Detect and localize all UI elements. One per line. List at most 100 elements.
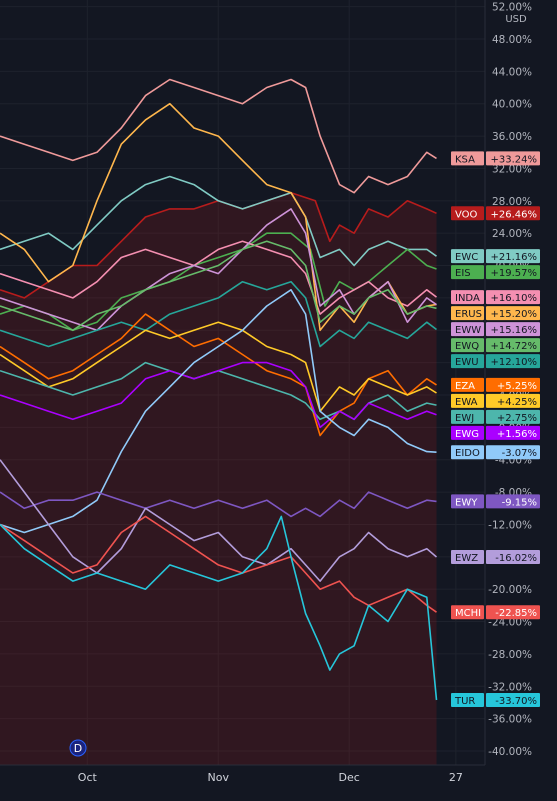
value-tag-text: +5.25% [497, 381, 537, 392]
value-tag-bg [486, 338, 540, 353]
x-axis-layer: Oct Nov Dec 27 [78, 771, 463, 784]
symbol-tag-bg [451, 693, 484, 708]
series-label-ewj[interactable]: EWJ +2.75% [451, 409, 540, 424]
y-tick-label: -32.00% [488, 681, 532, 693]
value-tag-bg [486, 265, 540, 280]
value-tag-text: +1.56% [497, 429, 537, 440]
series-label-ewa[interactable]: EWA +4.25% [451, 393, 540, 408]
series-line-ksa[interactable] [0, 78, 437, 194]
series-line-eww[interactable] [0, 208, 437, 332]
value-tag-bg [486, 206, 540, 221]
symbol-tag-text: EWC [455, 252, 478, 263]
series-label-eis[interactable]: EIS +19.57% [451, 265, 540, 280]
symbol-tag-text: EWJ [455, 413, 474, 424]
symbol-tag-bg [451, 322, 484, 337]
y-tick-label: -24.00% [488, 617, 532, 629]
y-tick-label: 52.00% [492, 2, 532, 14]
series-label-ewg[interactable]: EWG +1.56% [451, 425, 540, 440]
value-tag-bg [486, 425, 540, 440]
series-label-mchi[interactable]: MCHI -22.85% [451, 605, 540, 620]
symbol-tag-text: EWG [455, 429, 479, 440]
y-tick-label: 48.00% [492, 34, 532, 46]
x-tick-label-nov: Nov [208, 771, 230, 784]
symbol-tag-bg [451, 151, 484, 166]
symbol-tag-bg [451, 377, 484, 392]
symbol-tag-bg [451, 494, 484, 509]
series-line-ewg[interactable] [0, 361, 437, 429]
series-label-ewz[interactable]: EWZ -16.02% [451, 549, 540, 564]
symbol-tag-bg [451, 354, 484, 369]
series-line-eido[interactable] [0, 288, 437, 534]
value-tag-text: +33.24% [490, 154, 537, 165]
value-tag-text: +19.57% [490, 268, 537, 279]
series-line-ewj[interactable] [0, 361, 437, 421]
symbol-tag-text: EIS [455, 268, 471, 279]
value-tag-bg [486, 393, 540, 408]
symbol-tag-bg [451, 338, 484, 353]
series-line-ewq[interactable] [0, 240, 437, 332]
series-label-tur[interactable]: TUR -33.70% [451, 693, 540, 708]
symbol-tag-text: EWZ [455, 553, 478, 564]
symbol-tag-text: KSA [455, 154, 475, 165]
value-tag-bg [486, 494, 540, 509]
series-line-ewy[interactable] [0, 491, 437, 518]
series-line-tur[interactable] [0, 515, 438, 701]
value-tag-bg [486, 354, 540, 369]
series-label-erus[interactable]: ERUS +15.20% [451, 306, 540, 321]
y-tick-label: -28.00% [488, 649, 532, 661]
value-tag-text: +2.75% [497, 413, 537, 424]
dividends-marker-label: D [74, 742, 82, 755]
series-label-ksa[interactable]: KSA +33.24% [451, 151, 540, 166]
dividends-marker-circle [69, 739, 87, 757]
value-tag-bg [486, 445, 540, 460]
symbol-tag-text: EIDO [455, 448, 480, 459]
series-label-eido[interactable]: EIDO -3.07% [451, 445, 540, 460]
value-tag-text: +4.25% [497, 397, 537, 408]
symbol-tag-bg [451, 249, 484, 264]
y-tick-label: 40.00% [492, 99, 532, 111]
series-line-ewc[interactable] [0, 175, 437, 267]
symbol-tag-bg [451, 393, 484, 408]
y-tick-label: -20.00% [488, 584, 532, 596]
series-label-inda[interactable]: INDA +16.10% [451, 290, 540, 305]
series-label-ewq[interactable]: EWQ +14.72% [451, 338, 540, 353]
y-tick-label: 28.00% [492, 196, 532, 208]
value-tag-text: -3.07% [502, 448, 537, 459]
value-tag-bg [486, 306, 540, 321]
value-tag-text: +16.10% [490, 293, 537, 304]
symbol-tag-text: EWW [455, 325, 481, 336]
y-tick-label: 36.00% [492, 131, 532, 143]
symbol-tag-text: MCHI [455, 608, 481, 619]
y-tick-label: -12.00% [488, 519, 532, 531]
series-line-mchi[interactable] [0, 515, 437, 613]
value-tag-text: -33.70% [495, 696, 537, 707]
symbol-tag-bg [451, 445, 484, 460]
value-tag-bg [486, 322, 540, 337]
series-line-ewu[interactable] [0, 280, 437, 348]
series-label-ewu[interactable]: EWU +12.10% [451, 354, 540, 369]
value-tag-bg [486, 151, 540, 166]
series-label-eww[interactable]: EWW +15.16% [451, 322, 540, 337]
symbol-tag-text: TUR [454, 696, 475, 707]
value-tag-bg [486, 605, 540, 620]
symbol-tag-text: EWA [455, 397, 478, 408]
symbol-tag-bg [451, 290, 484, 305]
dividends-marker[interactable]: D [69, 739, 87, 757]
value-tag-bg [486, 290, 540, 305]
value-tag-text: +14.72% [490, 341, 537, 352]
value-tag-bg [486, 549, 540, 564]
value-tag-text: +12.10% [490, 357, 537, 368]
symbol-tag-bg [451, 549, 484, 564]
y-tick-label: 32.00% [492, 163, 532, 175]
value-tag-text: +15.16% [490, 325, 537, 336]
symbol-tag-text: ERUS [455, 309, 482, 320]
series-line-ewa[interactable] [0, 321, 437, 413]
value-tag-bg [486, 409, 540, 424]
y-tick-label: 24.00% [492, 228, 532, 240]
series-label-voo[interactable]: VOO +26.46% [451, 206, 540, 221]
series-label-ewc[interactable]: EWC +21.16% [451, 249, 540, 264]
symbol-tag-bg [451, 306, 484, 321]
series-label-eza[interactable]: EZA +5.25% [451, 377, 540, 392]
series-label-ewy[interactable]: EWY -9.15% [451, 494, 540, 509]
